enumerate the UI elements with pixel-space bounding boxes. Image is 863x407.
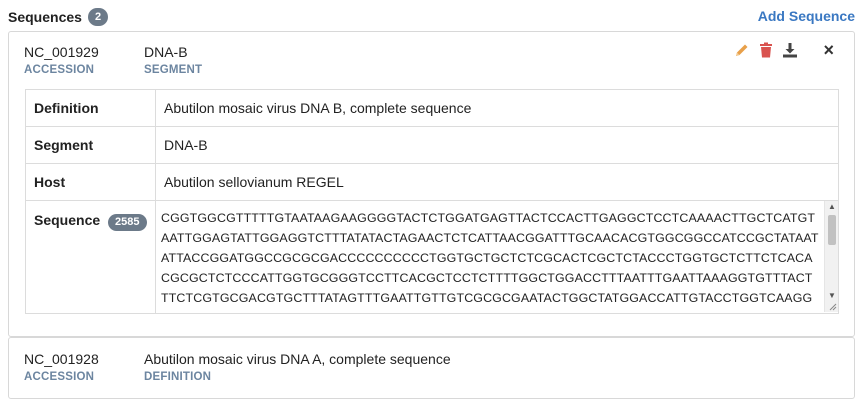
pencil-icon[interactable]	[733, 41, 751, 59]
table-row: Segment DNA-B	[25, 126, 839, 164]
sequence-details-table: Definition Abutilon mosaic virus DNA B, …	[25, 89, 839, 314]
table-row: Host Abutilon sellovianum REGEL	[25, 163, 839, 201]
resize-handle-icon[interactable]	[829, 303, 837, 311]
sequence-actions: ×	[733, 41, 834, 59]
download-icon[interactable]	[781, 41, 799, 59]
host-value: Abutilon sellovianum REGEL	[155, 163, 839, 201]
sequence-text: CGGTGGCGTTTTTGTAATAAGAAGGGGTACTCTGGATGAG…	[161, 211, 819, 312]
sequence-cell: CGGTGGCGTTTTTGTAATAAGAAGGGGTACTCTGGATGAG…	[155, 200, 839, 314]
accession-value: NC_001929	[24, 44, 99, 60]
accession-label: ACCESSION	[24, 371, 95, 383]
trash-icon[interactable]	[757, 41, 775, 59]
accession-field: NC_001929 ACCESSION	[24, 44, 99, 76]
definition-label: DEFINITION	[144, 371, 212, 383]
add-sequence-link[interactable]: Add Sequence	[757, 8, 855, 24]
sequence-card: NC_001929 ACCESSION DNA-B SEGMENT × Defi…	[8, 31, 855, 337]
table-row: Definition Abutilon mosaic virus DNA B, …	[25, 89, 839, 127]
scroll-thumb[interactable]	[828, 215, 836, 245]
scroll-down-icon[interactable]: ▼	[828, 291, 836, 300]
segment-key: Segment	[25, 126, 156, 164]
host-key: Host	[25, 163, 156, 201]
accession-field: NC_001928 ACCESSION	[24, 351, 99, 383]
accession-label: ACCESSION	[24, 64, 95, 76]
definition-key: Definition	[25, 89, 156, 127]
sequence-key-cell: Sequence 2585	[25, 200, 156, 314]
definition-value: Abutilon mosaic virus DNA B, complete se…	[155, 89, 839, 127]
definition-value: Abutilon mosaic virus DNA A, complete se…	[144, 351, 451, 367]
segment-label: SEGMENT	[144, 64, 203, 76]
accession-value: NC_001928	[24, 351, 99, 367]
segment-row-value: DNA-B	[155, 126, 839, 164]
sequences-count-badge: 2	[87, 8, 109, 26]
sequences-header: Sequences 2	[8, 8, 109, 26]
close-icon[interactable]: ×	[823, 40, 834, 60]
table-row: Sequence 2585 CGGTGGCGTTTTTGTAATAAGAAGGG…	[25, 200, 839, 314]
definition-field: Abutilon mosaic virus DNA A, complete se…	[144, 351, 451, 383]
sequence-scrollbar[interactable]: ▲ ▼	[824, 201, 838, 312]
segment-value: DNA-B	[144, 44, 188, 60]
sequence-length-badge: 2585	[108, 214, 147, 231]
scroll-up-icon[interactable]: ▲	[828, 202, 836, 211]
sequence-textarea[interactable]: CGGTGGCGTTTTTGTAATAAGAAGGGGTACTCTGGATGAG…	[156, 201, 838, 312]
sequences-title: Sequences	[8, 9, 82, 25]
sequence-key: Sequence	[34, 212, 101, 228]
segment-field: DNA-B SEGMENT	[144, 44, 202, 76]
sequence-card-collapsed[interactable]: NC_001928 ACCESSION Abutilon mosaic viru…	[8, 337, 855, 399]
